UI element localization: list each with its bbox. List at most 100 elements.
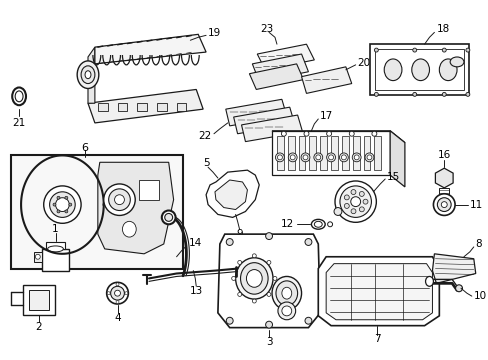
Ellipse shape xyxy=(65,196,68,199)
Bar xyxy=(45,242,65,249)
Ellipse shape xyxy=(353,155,358,160)
Ellipse shape xyxy=(35,254,40,259)
Ellipse shape xyxy=(53,203,56,206)
Ellipse shape xyxy=(327,222,332,227)
Bar xyxy=(117,103,127,111)
Polygon shape xyxy=(271,131,389,175)
Ellipse shape xyxy=(328,155,333,160)
Ellipse shape xyxy=(65,210,68,213)
Ellipse shape xyxy=(350,209,355,214)
Bar xyxy=(29,290,48,310)
Ellipse shape xyxy=(231,276,235,280)
Ellipse shape xyxy=(12,87,26,105)
Ellipse shape xyxy=(69,203,72,206)
Ellipse shape xyxy=(277,155,282,160)
Text: 1: 1 xyxy=(52,224,59,234)
Ellipse shape xyxy=(114,195,124,204)
Ellipse shape xyxy=(412,48,416,52)
Text: 7: 7 xyxy=(373,334,380,345)
Ellipse shape xyxy=(288,153,297,162)
Text: 20: 20 xyxy=(357,58,370,68)
Ellipse shape xyxy=(103,184,135,215)
Ellipse shape xyxy=(315,155,320,160)
Text: 16: 16 xyxy=(437,150,450,161)
Ellipse shape xyxy=(341,155,346,160)
Text: 13: 13 xyxy=(189,286,203,296)
Ellipse shape xyxy=(350,197,360,207)
Ellipse shape xyxy=(371,131,376,136)
Ellipse shape xyxy=(412,93,416,96)
Bar xyxy=(276,136,283,170)
Ellipse shape xyxy=(314,221,322,227)
Ellipse shape xyxy=(77,61,99,89)
Ellipse shape xyxy=(277,302,295,320)
Text: 21: 21 xyxy=(13,118,26,128)
Ellipse shape xyxy=(303,155,307,160)
Ellipse shape xyxy=(275,281,297,306)
Ellipse shape xyxy=(237,260,241,264)
Text: 19: 19 xyxy=(207,28,221,39)
Bar xyxy=(298,136,305,170)
Bar xyxy=(98,103,107,111)
Ellipse shape xyxy=(107,292,110,294)
Text: 22: 22 xyxy=(197,131,211,141)
Ellipse shape xyxy=(275,153,284,162)
Bar xyxy=(287,136,294,170)
Text: 17: 17 xyxy=(320,111,333,121)
Polygon shape xyxy=(215,180,247,210)
Text: 6: 6 xyxy=(81,143,88,153)
Ellipse shape xyxy=(305,239,311,246)
Polygon shape xyxy=(205,170,259,217)
Text: 12: 12 xyxy=(280,219,293,229)
Ellipse shape xyxy=(359,192,364,197)
Text: 8: 8 xyxy=(475,239,481,249)
Ellipse shape xyxy=(366,155,371,160)
Polygon shape xyxy=(252,54,308,82)
Ellipse shape xyxy=(272,276,276,280)
Ellipse shape xyxy=(106,282,128,304)
Ellipse shape xyxy=(266,260,270,264)
Polygon shape xyxy=(301,67,351,93)
Bar xyxy=(352,136,359,170)
Ellipse shape xyxy=(116,301,119,303)
Ellipse shape xyxy=(57,196,60,199)
Ellipse shape xyxy=(465,48,469,52)
Ellipse shape xyxy=(326,131,331,136)
Polygon shape xyxy=(431,254,475,283)
Ellipse shape xyxy=(162,211,175,224)
Bar xyxy=(330,136,337,170)
Text: 18: 18 xyxy=(435,24,448,35)
Ellipse shape xyxy=(374,48,378,52)
Bar xyxy=(139,180,159,200)
Text: 4: 4 xyxy=(114,313,121,323)
Ellipse shape xyxy=(449,57,463,67)
Ellipse shape xyxy=(252,254,256,258)
Bar xyxy=(438,188,448,200)
Polygon shape xyxy=(325,264,431,320)
Bar xyxy=(23,285,55,315)
Ellipse shape xyxy=(49,192,75,217)
Polygon shape xyxy=(88,47,95,103)
Ellipse shape xyxy=(425,276,432,286)
Ellipse shape xyxy=(237,292,241,296)
Ellipse shape xyxy=(56,198,69,211)
Ellipse shape xyxy=(47,246,63,252)
Ellipse shape xyxy=(271,276,301,310)
Ellipse shape xyxy=(252,299,256,303)
Ellipse shape xyxy=(81,66,95,84)
Polygon shape xyxy=(95,34,205,64)
Ellipse shape xyxy=(441,93,446,96)
Ellipse shape xyxy=(122,221,136,237)
Text: 5: 5 xyxy=(203,158,209,168)
Polygon shape xyxy=(88,89,203,123)
Polygon shape xyxy=(241,115,302,141)
Bar xyxy=(375,49,463,90)
Ellipse shape xyxy=(265,321,272,328)
Polygon shape xyxy=(249,64,303,89)
Text: 11: 11 xyxy=(469,199,482,210)
Ellipse shape xyxy=(235,258,272,299)
Ellipse shape xyxy=(326,153,335,162)
Ellipse shape xyxy=(266,292,270,296)
Ellipse shape xyxy=(301,153,309,162)
Ellipse shape xyxy=(85,71,91,78)
